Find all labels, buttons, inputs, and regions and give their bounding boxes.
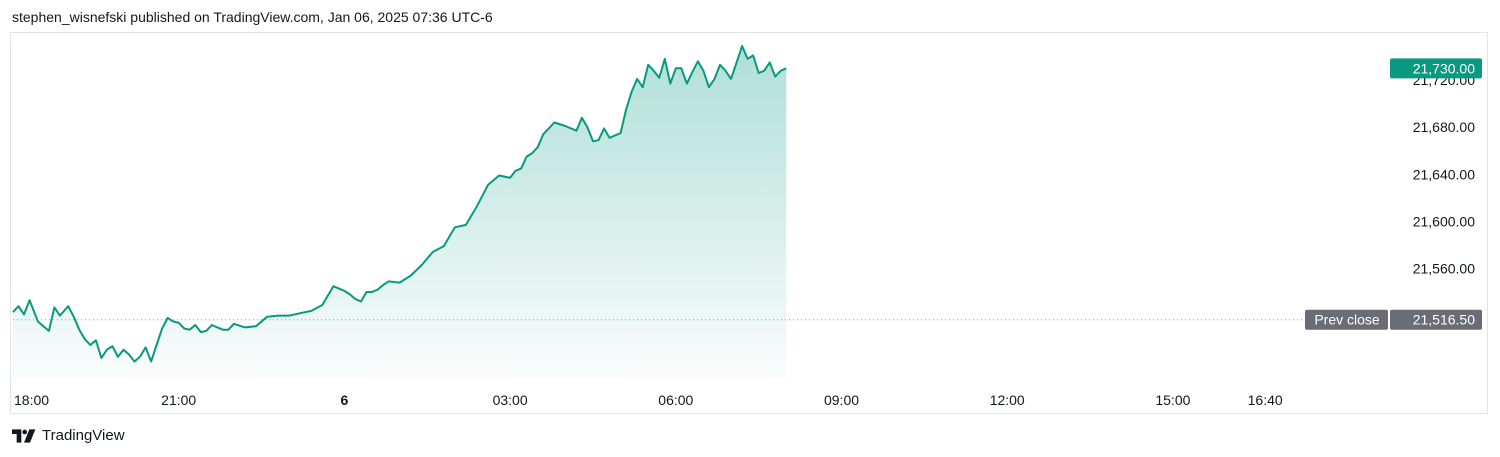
y-tick-label: 21,680.00	[1413, 119, 1475, 135]
last-price-badge	[1390, 58, 1482, 79]
y-tick-label: 21,560.00	[1413, 260, 1475, 276]
price-line	[12, 45, 787, 363]
publish-attribution: stephen_wisnefski published on TradingVi…	[12, 9, 493, 25]
price-area-fill	[13, 46, 787, 378]
x-tick-label: 6	[341, 392, 349, 408]
price-chart[interactable]: 21,560.00 21,600.00 21,640.00 21,680.00 21,7…	[11, 33, 1489, 415]
x-tick-label: 15:00	[1155, 392, 1190, 408]
y-tick-label: 21,600.00	[1413, 213, 1475, 229]
x-tick-label: 21:00	[161, 392, 196, 408]
x-tick-label: 18:00	[14, 392, 49, 408]
x-tick-label: 03:00	[493, 392, 528, 408]
tradingview-logo[interactable]: TradingView	[12, 427, 125, 444]
prev-close-tag-label: Prev close	[1314, 312, 1380, 328]
x-tick-label: 16:40	[1248, 392, 1283, 408]
y-tick-label: 21,640.00	[1413, 166, 1475, 182]
tradingview-brand-text: TradingView	[42, 427, 125, 444]
prev-close-value-label: 21,516.50	[1413, 312, 1475, 328]
tradingview-logo-icon	[12, 428, 36, 443]
x-tick-label: 09:00	[824, 392, 859, 408]
last-price-label: 21,730.00	[1413, 60, 1475, 76]
x-tick-label: 06:00	[658, 392, 693, 408]
chart-panel[interactable]: 21,560.00 21,600.00 21,640.00 21,680.00 21,7…	[10, 32, 1488, 414]
prev-close-tag	[1305, 309, 1388, 330]
x-tick-label: 12:00	[990, 392, 1025, 408]
prev-close-value-badge	[1390, 309, 1482, 330]
